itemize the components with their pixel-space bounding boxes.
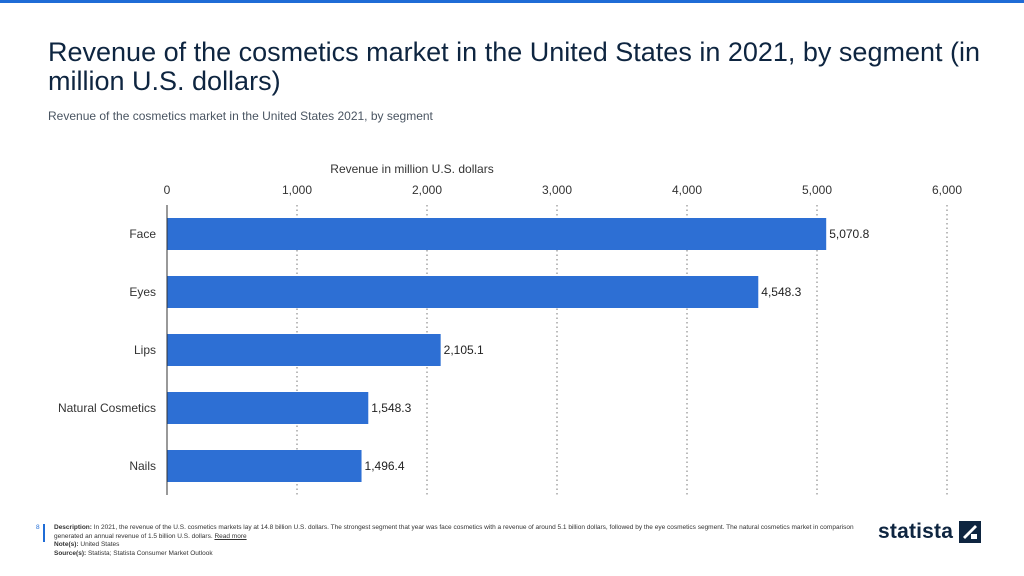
source-text: Statista; Statista Consumer Market Outlo…	[87, 549, 213, 557]
description-label: Description:	[54, 524, 92, 531]
statista-logo[interactable]: statista	[878, 520, 982, 544]
x-tick-label: 3,000	[542, 183, 572, 197]
read-more-link[interactable]: Read more	[214, 532, 247, 540]
category-label: Eyes	[129, 285, 156, 299]
bar-nails	[167, 450, 362, 482]
x-tick-label: 6,000	[932, 183, 962, 197]
x-tick-label: 1,000	[282, 183, 312, 197]
category-label: Natural Cosmetics	[58, 401, 156, 415]
data-label: 5,070.8	[829, 227, 869, 241]
source-label: Source(s):	[54, 549, 87, 557]
top-accent-rule	[0, 0, 1024, 3]
category-label: Face	[129, 227, 156, 241]
chart-title: Revenue of the cosmetics market in the U…	[48, 37, 980, 96]
chart-area: Revenue in million U.S. dollars 0 1,000 2,0…	[0, 150, 1024, 510]
logo-text: statista	[878, 520, 954, 543]
footer: 8 Description: In 2021, the revenue of t…	[36, 524, 860, 558]
x-tick-label: 5,000	[802, 183, 832, 197]
x-axis-title: Revenue in million U.S. dollars	[330, 162, 493, 176]
data-label: 2,105.1	[444, 343, 484, 357]
x-tick-label: 2,000	[412, 183, 442, 197]
category-label: Nails	[129, 459, 156, 473]
data-label: 4,548.3	[761, 285, 801, 299]
bar-lips	[167, 334, 441, 366]
data-label: 1,548.3	[371, 401, 411, 415]
notes-text: United States	[80, 541, 120, 548]
chart-subtitle: Revenue of the cosmetics market in the U…	[48, 109, 433, 123]
bar-eyes	[167, 276, 759, 308]
bar-natural-cosmetics	[167, 392, 369, 424]
description-text: In 2021, the revenue of the U.S. cosmeti…	[54, 524, 854, 540]
bar-chart: Revenue in million U.S. dollars 0 1,000 2,0…	[58, 162, 962, 495]
category-label: Lips	[134, 343, 156, 357]
page-number: 8	[36, 524, 40, 531]
notes-label: Note(s):	[54, 541, 79, 548]
data-label: 1,496.4	[365, 459, 405, 473]
bar-face	[167, 218, 827, 250]
x-tick-label: 4,000	[672, 183, 702, 197]
statista-mark-icon	[959, 521, 982, 543]
footer-accent-bar	[43, 524, 45, 542]
x-tick-label: 0	[164, 183, 171, 197]
